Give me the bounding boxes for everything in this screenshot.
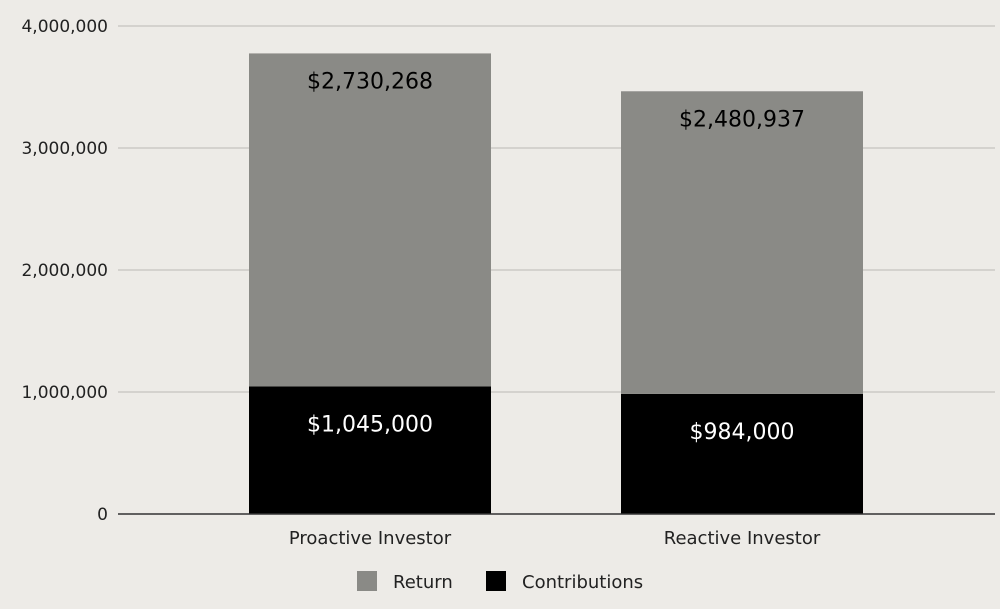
bar-segment bbox=[249, 53, 491, 387]
y-axis-tick-labels: 0 1,000,000 2,000,000 3,000,000 4,000,000 bbox=[21, 17, 108, 525]
legend: Return Contributions bbox=[357, 571, 643, 593]
y-tick-label: 3,000,000 bbox=[21, 139, 108, 159]
bars: $1,045,000 $2,730,268 $984,000 $2,480,937 bbox=[249, 53, 863, 514]
data-label: $2,730,268 bbox=[307, 69, 433, 94]
y-tick-label: 2,000,000 bbox=[21, 261, 108, 281]
x-tick-label: Reactive Investor bbox=[664, 528, 821, 549]
y-tick-label: 1,000,000 bbox=[21, 383, 108, 403]
legend-label: Return bbox=[393, 572, 453, 593]
bar-segment bbox=[621, 393, 863, 514]
x-axis-category-labels: Proactive Investor Reactive Investor bbox=[289, 528, 821, 549]
bar-segment bbox=[249, 386, 491, 514]
data-label: $984,000 bbox=[690, 420, 795, 445]
y-tick-label: 0 bbox=[97, 505, 108, 525]
x-tick-label: Proactive Investor bbox=[289, 528, 452, 549]
legend-swatch bbox=[357, 571, 377, 591]
legend-swatch bbox=[486, 571, 506, 591]
y-tick-label: 4,000,000 bbox=[21, 17, 108, 37]
data-label: $1,045,000 bbox=[307, 413, 433, 438]
bar-segment bbox=[621, 91, 863, 394]
legend-label: Contributions bbox=[522, 572, 643, 593]
data-label: $2,480,937 bbox=[679, 107, 805, 132]
